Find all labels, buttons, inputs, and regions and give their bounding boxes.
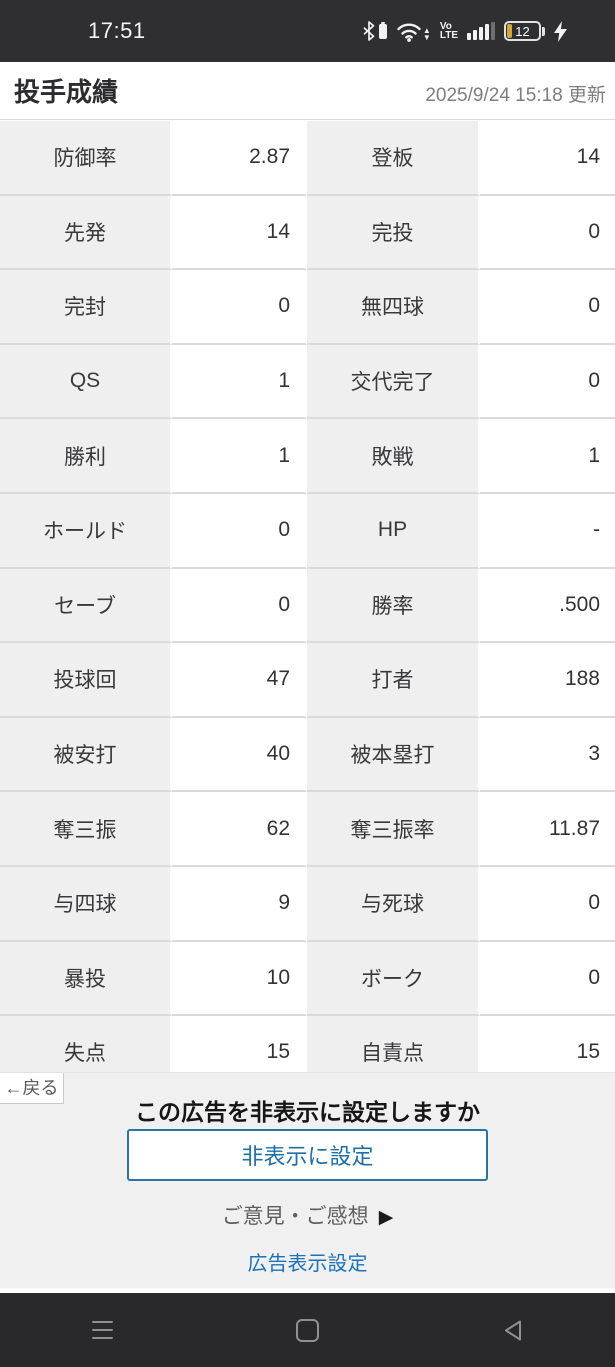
android-nav-bar (0, 1293, 615, 1367)
stat-value-cell: 0 (480, 270, 615, 345)
stat-label-cell: 奪三振 (0, 792, 172, 867)
stat-value-cell: 2.87 (172, 121, 307, 196)
app-header: 投手成績 2025/9/24 15:18 更新 (0, 62, 615, 120)
stat-value-cell: 47 (172, 643, 307, 718)
stat-value-cell: 0 (480, 866, 615, 942)
stats-table: 防御率 2.87 登板 14 先発 14 完投 0 完封 0 無四球 0 QS 1 交代完了 0 勝利 1 敗戦 1 ホ… (0, 121, 615, 1091)
stat-label-cell: 防御率 (0, 121, 172, 196)
page-title: 投手成績 (14, 77, 119, 107)
stat-label-cell: 完投 (307, 195, 480, 271)
stat-value-cell: 0 (172, 270, 307, 345)
stat-label-cell: 奪三振率 (307, 792, 480, 867)
volte-icon: Vo LTE (439, 21, 458, 41)
stat-value-cell: 0 (172, 568, 307, 644)
stat-label-cell: セーブ (0, 568, 172, 644)
stat-label-cell: 与四球 (0, 866, 172, 942)
stat-label-cell: 被安打 (0, 717, 172, 793)
stat-value-cell: 9 (172, 866, 307, 942)
stat-value-cell: 1 (172, 419, 307, 494)
stat-label-cell: ホールド (0, 493, 172, 569)
stat-label-cell: QS (0, 344, 172, 420)
battery-icon: 12 (504, 21, 545, 41)
stat-label-cell: 無四球 (307, 270, 480, 345)
status-bar: 17:51 ▲ ▼ Vo LTE (0, 0, 615, 62)
charging-icon (554, 20, 567, 42)
stat-value-cell: 0 (480, 344, 615, 420)
back-button[interactable]: ←戻る (0, 1073, 64, 1104)
stat-value-cell: 40 (172, 717, 307, 793)
stat-value-cell: 0 (480, 941, 615, 1017)
stat-value-cell: 1 (172, 344, 307, 420)
stat-label-cell: 先発 (0, 195, 172, 271)
stat-value-cell: 62 (172, 792, 307, 867)
stat-label-cell: 勝利 (0, 419, 172, 494)
stat-label-cell: 与死球 (307, 866, 480, 942)
bt-device-battery-icon (378, 21, 387, 39)
stat-value-cell: 0 (172, 493, 307, 569)
updated-timestamp: 2025/9/24 15:18 更新 (425, 85, 606, 106)
panel-bottom-strip (0, 1288, 615, 1293)
stat-value-cell: 0 (480, 195, 615, 271)
stat-label-cell: 敗戦 (307, 419, 480, 494)
feedback-link-label: ご意見・ご感想 (221, 1205, 369, 1228)
stat-value-cell: 11.87 (480, 792, 615, 867)
stat-value-cell: .500 (480, 568, 615, 644)
signal-strength-icon (467, 22, 495, 40)
stat-value-cell: 14 (480, 121, 615, 196)
stat-label-cell: 打者 (307, 643, 480, 718)
stat-label-cell: 暴投 (0, 941, 172, 1017)
battery-percent-text: 12 (515, 23, 530, 39)
stat-value-cell: 1 (480, 419, 615, 494)
wifi-data-arrows-icon: ▲ ▼ (422, 25, 431, 42)
feedback-link[interactable]: ご意見・ご感想 ▶ (0, 1200, 615, 1228)
ad-panel: ←戻る この広告を非表示に設定しますか 非表示に設定 ご意見・ご感想 ▶ 広告表示… (0, 1072, 615, 1293)
status-icons: ▲ ▼ Vo LTE 12 (361, 20, 567, 42)
stat-label-cell: 被本塁打 (307, 717, 480, 793)
battery-fill (507, 24, 512, 38)
stat-label-cell: 完封 (0, 270, 172, 345)
stat-label-cell: ボーク (307, 941, 480, 1017)
ad-display-settings-link[interactable]: 広告表示設定 (247, 1253, 368, 1275)
stat-value-cell: 14 (172, 195, 307, 271)
stat-value-cell: 188 (480, 643, 615, 718)
stat-label-cell: 勝率 (307, 568, 480, 644)
stat-label-cell: 投球回 (0, 643, 172, 718)
stat-label-cell: HP (307, 493, 480, 569)
hide-ad-button[interactable]: 非表示に設定 (127, 1129, 488, 1181)
stat-value-cell: 10 (172, 941, 307, 1017)
home-icon[interactable] (205, 1318, 410, 1342)
bluetooth-icon (363, 21, 375, 41)
play-arrow-icon: ▶ (378, 1207, 394, 1228)
wifi-icon (397, 23, 421, 42)
stat-label-cell: 登板 (307, 121, 480, 196)
menu-icon[interactable] (0, 1321, 205, 1339)
ad-hide-question: この広告を非表示に設定しますか (135, 1099, 480, 1125)
stat-value-cell: 3 (480, 717, 615, 793)
stat-value-cell: - (480, 493, 615, 569)
back-icon[interactable] (410, 1318, 615, 1343)
clock-text: 17:51 (88, 18, 146, 43)
stat-label-cell: 交代完了 (307, 344, 480, 420)
